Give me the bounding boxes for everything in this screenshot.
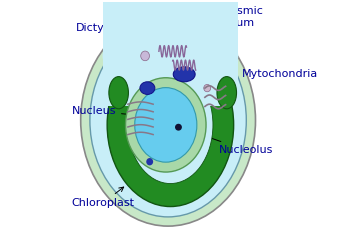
- Ellipse shape: [103, 24, 238, 88]
- Text: Mytochondria: Mytochondria: [220, 69, 318, 83]
- Ellipse shape: [107, 43, 234, 206]
- Text: Chloroplast: Chloroplast: [71, 187, 134, 208]
- Ellipse shape: [126, 78, 206, 172]
- Ellipse shape: [146, 158, 153, 165]
- Ellipse shape: [217, 77, 237, 109]
- Ellipse shape: [109, 77, 128, 109]
- Text: Nucleus: Nucleus: [71, 106, 139, 117]
- Ellipse shape: [135, 88, 197, 162]
- Text: Dictyosome: Dictyosome: [76, 23, 142, 78]
- Text: Endoplasmic
reticulum: Endoplasmic reticulum: [180, 6, 263, 51]
- Ellipse shape: [175, 124, 182, 131]
- Ellipse shape: [141, 51, 149, 61]
- Ellipse shape: [128, 66, 213, 184]
- Bar: [103, 2, 238, 106]
- Ellipse shape: [204, 84, 211, 92]
- Bar: [103, 74, 238, 102]
- Ellipse shape: [140, 82, 155, 94]
- Ellipse shape: [90, 24, 246, 217]
- Ellipse shape: [81, 14, 256, 226]
- Ellipse shape: [173, 67, 195, 82]
- Text: Nucleolus: Nucleolus: [183, 128, 273, 155]
